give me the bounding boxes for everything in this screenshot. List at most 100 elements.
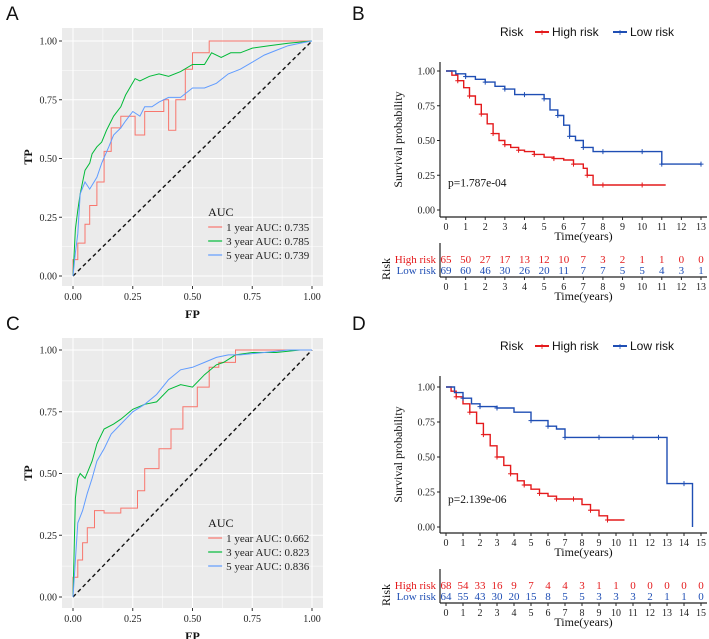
risk-table-tick-label: 4 [512,608,517,619]
risk-table-cell: 65 [441,254,453,266]
x-tick-label: 2 [478,538,483,549]
roc-curve-1 [72,40,312,276]
x-tick-label: 0.25 [124,292,142,303]
p-value-label: p=2.139e-06 [448,494,507,506]
risk-table-cell: 15 [526,591,538,603]
x-tick-label: 8 [580,538,585,549]
risk-table-tick-label: 3 [502,282,507,293]
risk-table-cell: 30 [492,591,504,603]
risk-table-cell: 0 [698,254,704,266]
x-tick-label: 1.00 [303,292,321,303]
x-tick-label: 4 [512,538,517,549]
y-tick-label: 0.50 [40,469,58,480]
risk-table-cell: 0 [647,580,653,592]
legend-label-3: 5 year AUC: 0.836 [226,561,310,573]
roc-curve-3 [72,40,313,277]
x-tick-label: 10 [611,538,621,549]
risk-table-tick-label: 11 [657,282,667,293]
risk-table-tick-label: 7 [581,282,586,293]
x-axis-title: FP [185,307,200,321]
x-tick-label: 8 [600,222,605,233]
x-tick-label: 3 [502,222,507,233]
risk-table-tick-label: 12 [645,608,655,619]
risk-table-cell: 50 [460,254,472,266]
x-tick-label: 7 [581,222,586,233]
risk-table-tick-label: 12 [676,282,686,293]
risk-table-cell: 7 [600,265,606,277]
risk-table-tick-label: 13 [696,282,706,293]
risk-table-cell: 1 [659,254,665,266]
risk-table-cell: 3 [630,591,636,603]
risk-table-tick-label: 0 [444,608,449,619]
p-value-label: p=1.787e-04 [448,177,507,189]
risk-table-cell: 3 [679,265,685,277]
risk-table-cell: 20 [539,265,551,277]
risk-table-cell: 0 [698,580,704,592]
survival-curve-2 [446,70,701,165]
risk-table-cell: 1 [664,591,670,603]
risk-table-cell: 2 [647,591,653,603]
risk-legend-label-2: Low risk [630,339,675,353]
x-tick-label: 7 [563,538,568,549]
km-panel-b: Risk + High risk + Low risk 0.00 0.25 0.50 0.75 1… [391,25,707,243]
risk-table-tick-label: 10 [611,608,621,619]
y-tick-label: 0.50 [40,154,58,165]
legend-label-3: 5 year AUC: 0.739 [226,250,310,262]
risk-table-cell: 33 [475,580,487,592]
risk-table-cell: 26 [519,265,531,277]
x-tick-label: 5 [542,222,547,233]
y-tick-label: 0.25 [40,531,58,542]
y-tick-label: 0.75 [40,95,58,106]
risk-legend-plus-1: + [539,341,545,353]
x-tick-label: 0.50 [184,292,202,303]
y-tick-label: 1.00 [40,346,58,357]
x-tick-label: 0.75 [244,292,262,303]
y-tick-label: 0.00 [418,206,436,217]
risk-table-cell: 20 [509,591,521,603]
risk-table-cell: 12 [539,254,550,266]
risk-table-cell: 16 [492,580,504,592]
risk-table-row-label-2: Low risk [397,265,437,277]
risk-table-tick-label: 6 [561,282,566,293]
x-axis-title: FP [185,629,200,639]
risk-table-cell: 5 [579,591,585,603]
risk-legend-label-1: High risk [552,25,600,39]
risk-table-tick-label: 15 [696,608,706,619]
risk-table-cell: 13 [519,254,531,266]
risk-table-cell: 8 [545,591,551,603]
risk-table-cell: 5 [639,265,645,277]
x-tick-label: 0.00 [64,292,82,303]
risk-table-tick-label: 5 [529,608,534,619]
risk-table-cell: 3 [596,591,602,603]
survival-curve-1 [446,70,666,186]
risk-table-cell: 60 [460,265,472,277]
risk-table-tick-label: 1 [463,282,468,293]
risk-table-cell: 4 [545,580,551,592]
panel-label-b: B [352,4,365,25]
x-tick-label: 9 [620,222,625,233]
risk-table-cell: 27 [480,254,492,266]
risk-table-tick-label: 5 [542,282,547,293]
risk-table-cell: 43 [475,591,487,603]
x-tick-label: 13 [662,538,672,549]
risk-table-cell: 3 [600,254,606,266]
y-tick-label: 0.75 [418,418,436,429]
risk-table-cell: 9 [511,580,517,592]
x-tick-label: 0.00 [64,614,82,625]
x-tick-label: 0.75 [244,614,262,625]
risk-table-cell: 5 [562,591,568,603]
risk-table-cell: 7 [528,580,534,592]
y-tick-label: 0.50 [418,453,436,464]
x-tick-label: 1.00 [303,614,321,625]
x-tick-label: 14 [679,538,689,549]
x-axis-title: Time(years) [554,229,612,243]
risk-table-tick-label: 6 [546,608,551,619]
x-tick-label: 0.25 [124,614,142,625]
roc-panel-c: 0.00 0.25 0.50 0.75 1.00 0.00 0.25 0.50 0.75 1.00… [21,338,323,639]
risk-table-x-axis-title: Time(years) [554,289,612,303]
risk-table-cell: 69 [441,265,453,277]
risk-table-cell: 4 [659,265,665,277]
